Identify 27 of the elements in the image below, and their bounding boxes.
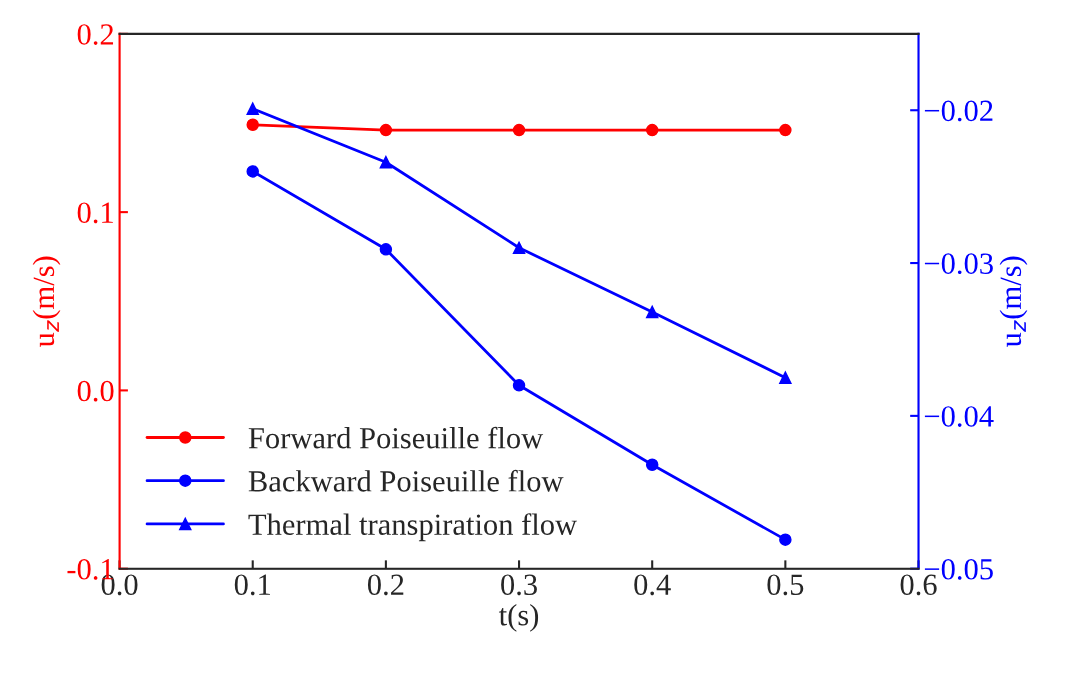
x-axis-title: t(s) [498, 604, 539, 632]
point [779, 371, 792, 384]
y2-tick-label: −0.03 [924, 253, 993, 275]
point [379, 155, 393, 169]
y2-tick-label: −0.04 [924, 406, 994, 427]
point [512, 379, 526, 392]
legend-label: Backward Poiseuille flow [248, 469, 564, 492]
point [246, 165, 259, 178]
point [779, 533, 792, 546]
legend-label: Forward Poiseuille flow [248, 426, 544, 449]
point [645, 458, 659, 472]
x-tick-label: 0.4 [634, 574, 671, 596]
y-tick-label: 0.1 [77, 202, 113, 224]
y2-tick-label: −0.02 [924, 100, 993, 122]
legend-label: Thermal transpiration flow [248, 513, 577, 542]
y-tick-label: 0.2 [77, 24, 114, 45]
point [512, 241, 526, 255]
x-tick-label: 0.1 [234, 574, 270, 596]
point [645, 305, 659, 319]
x-tick-label: 0.3 [501, 574, 537, 596]
x-tick-label: 0.2 [367, 574, 404, 596]
y2-axis-title: u$_{z}$(m/s) [999, 256, 1028, 347]
point [246, 102, 259, 115]
point [379, 243, 393, 256]
x-tick-label: 0.5 [767, 574, 804, 596]
y-tick-label: 0.0 [77, 380, 114, 402]
y-axis-title: u$_{z}$(m/s) [32, 256, 61, 347]
